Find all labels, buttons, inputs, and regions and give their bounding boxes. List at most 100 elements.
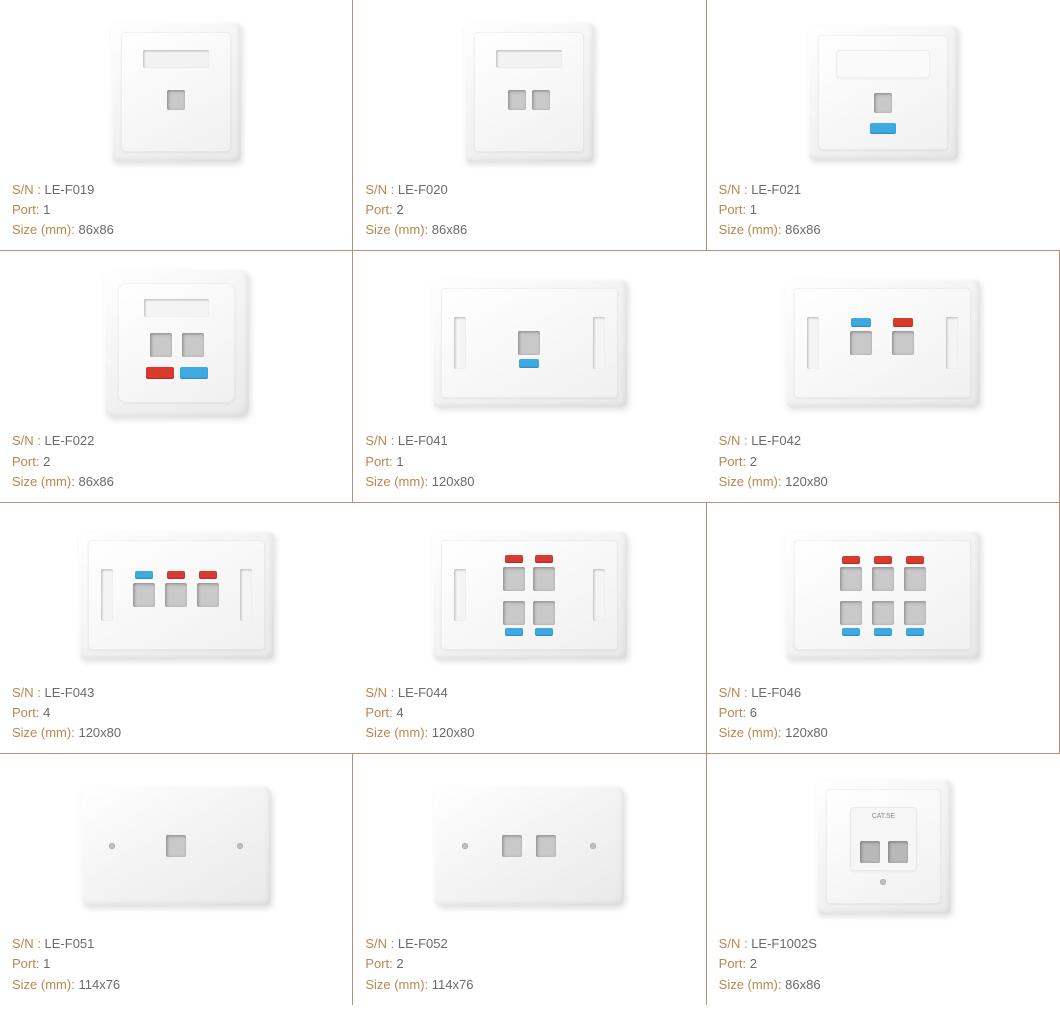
product-cell: S/N : LE-F042 Port: 2 Size (mm): 120x80 (707, 251, 1060, 501)
sn-label: S/N : (12, 685, 41, 700)
size-value: 120x80 (785, 725, 828, 740)
size-label: Size (mm): (12, 977, 75, 992)
size-value: 120x80 (78, 725, 121, 740)
port-label: Port: (12, 202, 39, 217)
sn-value: LE-F022 (45, 433, 95, 448)
product-illustration (363, 766, 695, 926)
sn-label: S/N : (12, 936, 41, 951)
size-value: 114x76 (78, 977, 120, 992)
size-value: 120x80 (785, 474, 828, 489)
size-label: Size (mm): (365, 474, 428, 489)
product-cell: S/N : LE-F044 Port: 4 Size (mm): 120x80 (353, 503, 706, 753)
product-illustration (363, 263, 696, 423)
sn-label: S/N : (719, 182, 748, 197)
product-illustration (10, 12, 342, 172)
product-cell: S/N : LE-F046Port: 6Size (mm): 120x80 (707, 503, 1060, 753)
sn-label: S/N : (365, 182, 394, 197)
size-label: Size (mm): (719, 725, 782, 740)
product-cell: S/N : LE-F052Port: 2Size (mm): 114x76 (353, 754, 706, 1004)
size-value: 86x86 (78, 222, 113, 237)
port-value: 2 (750, 454, 757, 469)
sn-label: S/N : (12, 182, 41, 197)
port-label: Port: (365, 454, 392, 469)
port-label: Port: (12, 956, 39, 971)
product-illustration (10, 515, 343, 675)
product-info: S/N : LE-F021 Port: 1 Size (mm): 86x86 (717, 180, 1050, 240)
port-label: Port: (719, 956, 746, 971)
sn-label: S/N : (365, 936, 394, 951)
product-info: S/N : LE-F046Port: 6Size (mm): 120x80 (717, 683, 1049, 743)
sn-label: S/N : (365, 685, 394, 700)
product-info: S/N : LE-F022Port: 2Size (mm): 86x86 (10, 431, 342, 491)
port-label: Port: (719, 454, 746, 469)
port-value: 4 (43, 705, 50, 720)
product-info: S/N : LE-F043 Port: 4 Size (mm): 120x80 (10, 683, 343, 743)
product-info: S/N : LE-F044 Port: 4 Size (mm): 120x80 (363, 683, 695, 743)
port-value: 4 (396, 705, 403, 720)
sn-label: S/N : (365, 433, 394, 448)
sn-value: LE-F044 (398, 685, 448, 700)
sn-value: LE-F019 (45, 182, 95, 197)
sn-label: S/N : (719, 685, 748, 700)
size-label: Size (mm): (12, 222, 75, 237)
product-illustration (10, 263, 342, 423)
port-label: Port: (365, 202, 392, 217)
sn-label: S/N : (719, 433, 748, 448)
port-label: Port: (719, 705, 746, 720)
sn-label: S/N : (12, 433, 41, 448)
port-label: Port: (719, 202, 746, 217)
port-value: 2 (396, 202, 403, 217)
sn-value: LE-F020 (398, 182, 448, 197)
product-illustration: CAT.5E (717, 766, 1050, 926)
product-illustration (717, 263, 1049, 423)
size-value: 86x86 (78, 474, 113, 489)
port-label: Port: (365, 705, 392, 720)
product-info: S/N : LE-F1002S Port: 2 Size (mm): 86x86 (717, 934, 1050, 994)
size-label: Size (mm): (365, 725, 428, 740)
product-grid: S/N : LE-F019Port: 1Size (mm): 86x86S/N … (0, 0, 1060, 1005)
product-info: S/N : LE-F051Port: 1Size (mm): 114x76 (10, 934, 342, 994)
port-label: Port: (12, 705, 39, 720)
product-illustration (363, 515, 695, 675)
port-value: 2 (750, 956, 757, 971)
sn-value: LE-F1002S (751, 936, 817, 951)
product-cell: S/N : LE-F021 Port: 1 Size (mm): 86x86 (707, 0, 1060, 250)
port-value: 2 (43, 454, 50, 469)
product-illustration (717, 12, 1050, 172)
sn-value: LE-F052 (398, 936, 448, 951)
product-cell: S/N : LE-F020Port: 2Size (mm): 86x86 (353, 0, 706, 250)
product-cell: CAT.5E S/N : LE-F1002S Port: 2 Size (mm): 8… (707, 754, 1060, 1004)
product-info: S/N : LE-F052Port: 2Size (mm): 114x76 (363, 934, 695, 994)
sn-value: LE-F041 (398, 433, 448, 448)
size-label: Size (mm): (719, 474, 782, 489)
size-label: Size (mm): (719, 222, 782, 237)
product-info: S/N : LE-F019 Port: 1 Size (mm): 86x86 (10, 180, 342, 240)
port-value: 1 (750, 202, 757, 217)
product-cell: S/N : LE-F041 Port: 1 Size (mm): 120x80 (353, 251, 706, 501)
size-value: 120x80 (432, 474, 475, 489)
size-value: 86x86 (432, 222, 467, 237)
size-value: 120x80 (432, 725, 475, 740)
product-illustration (363, 12, 695, 172)
product-illustration (10, 766, 342, 926)
size-label: Size (mm): (719, 977, 782, 992)
port-value: 1 (43, 202, 50, 217)
size-label: Size (mm): (12, 725, 75, 740)
size-value: 114x76 (432, 977, 474, 992)
product-info: S/N : LE-F042 Port: 2 Size (mm): 120x80 (717, 431, 1049, 491)
sn-value: LE-F043 (45, 685, 95, 700)
size-value: 86x86 (785, 222, 820, 237)
product-info: S/N : LE-F020Port: 2Size (mm): 86x86 (363, 180, 695, 240)
product-cell: S/N : LE-F051Port: 1Size (mm): 114x76 (0, 754, 353, 1004)
sn-value: LE-F051 (45, 936, 95, 951)
sn-value: LE-F042 (751, 433, 801, 448)
sn-value: LE-F046 (751, 685, 801, 700)
size-label: Size (mm): (12, 474, 75, 489)
port-value: 1 (396, 454, 403, 469)
sn-value: LE-F021 (751, 182, 801, 197)
product-cell: S/N : LE-F022Port: 2Size (mm): 86x86 (0, 251, 353, 501)
product-cell: S/N : LE-F043 Port: 4 Size (mm): 120x80 (0, 503, 353, 753)
size-value: 86x86 (785, 977, 820, 992)
product-info: S/N : LE-F041 Port: 1 Size (mm): 120x80 (363, 431, 696, 491)
sn-label: S/N : (719, 936, 748, 951)
